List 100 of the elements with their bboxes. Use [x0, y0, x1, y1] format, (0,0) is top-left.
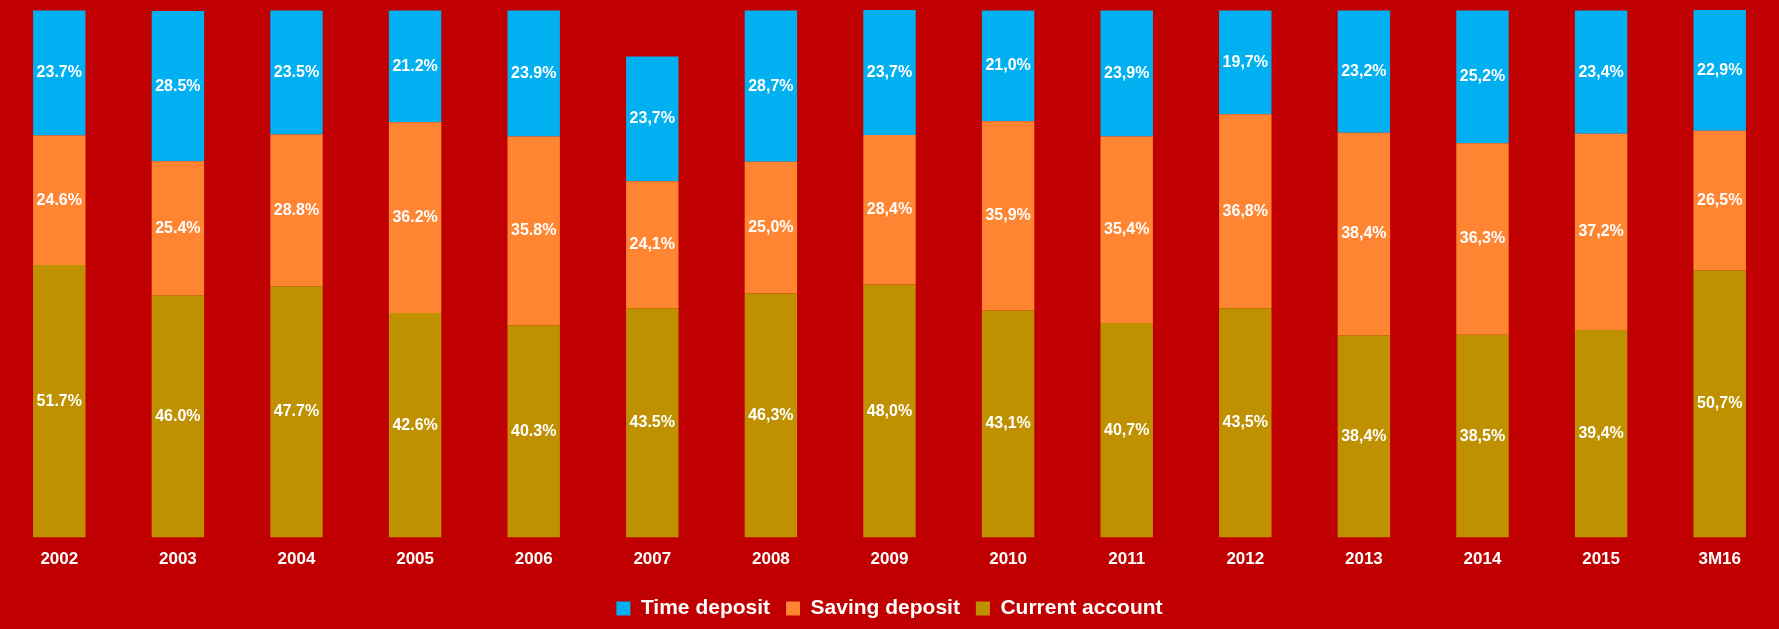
bar [626, 308, 679, 538]
data-label: 46,3% [748, 405, 794, 423]
data-label: 23,7% [866, 62, 913, 80]
x-tick-label: 2004 [277, 549, 316, 569]
data-label: 46.0% [155, 406, 201, 424]
data-label: 24,1% [629, 235, 675, 253]
bar [507, 325, 560, 538]
data-label: 28,4% [866, 200, 913, 218]
bar [388, 10, 442, 123]
bar [1456, 10, 1509, 144]
data-label: 43,5% [1222, 413, 1268, 431]
bar [1693, 10, 1746, 131]
data-label: 42.6% [392, 415, 438, 433]
data-label: 51.7% [36, 391, 82, 409]
data-label: 25,2% [1459, 67, 1506, 85]
data-label: 25.4% [155, 218, 201, 236]
legend-label: Time deposit [640, 595, 771, 619]
bar [981, 310, 1035, 538]
data-label: 24.6% [36, 190, 82, 208]
data-label: 40.3% [511, 421, 557, 439]
x-tick-label: 2014 [1463, 549, 1502, 569]
legend-label: Current account [1000, 595, 1163, 619]
bar [388, 313, 442, 538]
bar [270, 286, 323, 538]
data-label: 40,7% [1104, 420, 1150, 438]
x-tick-label: 2007 [633, 549, 672, 569]
bar [1574, 10, 1628, 134]
data-label: 23.9% [511, 63, 557, 81]
data-label: 38,4% [1341, 426, 1387, 444]
x-tick-label: 2002 [40, 549, 79, 569]
bar [507, 10, 560, 137]
data-label: 35,9% [985, 206, 1031, 224]
data-label: 36.2% [392, 208, 438, 226]
x-tick-label: 2009 [870, 549, 909, 569]
data-label: 25,0% [748, 218, 794, 236]
bar [1337, 132, 1391, 336]
data-label: 21,0% [985, 56, 1031, 74]
bar [1456, 143, 1509, 335]
bar [626, 56, 679, 182]
data-label: 36,8% [1222, 201, 1268, 219]
x-tick-label: 2003 [158, 549, 197, 569]
data-label: 48,0% [866, 401, 913, 419]
x-tick-label: 2005 [396, 549, 435, 569]
bar [1574, 133, 1628, 330]
data-label: 28.8% [273, 200, 320, 218]
data-label: 23,7% [629, 109, 675, 127]
x-tick-label: 2006 [514, 549, 553, 569]
bar [1456, 334, 1509, 538]
bar [626, 181, 679, 309]
legend-label: Saving deposit [810, 595, 960, 619]
bar [863, 134, 916, 285]
data-label: 26,5% [1697, 190, 1743, 208]
data-label: 28,7% [748, 76, 794, 94]
x-tick-label: 2012 [1226, 549, 1265, 569]
bar [1219, 10, 1272, 115]
bar [1100, 136, 1153, 324]
data-label: 23,9% [1104, 63, 1150, 81]
bar [1219, 308, 1272, 538]
bar [151, 295, 205, 538]
bar [1100, 323, 1153, 538]
data-label: 38,4% [1341, 224, 1387, 242]
data-label: 23,4% [1578, 62, 1624, 80]
data-label: 23.5% [273, 62, 320, 80]
bar [1100, 10, 1153, 137]
data-label: 38,5% [1459, 426, 1506, 444]
bar [33, 265, 86, 538]
data-label: 35.8% [511, 221, 557, 239]
data-label: 47.7% [273, 402, 320, 420]
data-label: 22,9% [1697, 60, 1743, 78]
x-tick-label: 2011 [1108, 549, 1146, 569]
bar [744, 293, 798, 538]
x-tick-label: 2015 [1582, 549, 1621, 569]
x-tick-label: 2013 [1344, 549, 1383, 569]
bar [863, 10, 916, 135]
data-label: 43,1% [985, 414, 1031, 432]
data-label: 37,2% [1578, 222, 1624, 240]
bar [388, 122, 442, 314]
x-tick-label: 2008 [751, 549, 790, 569]
x-tick-label: 3M16 [1698, 549, 1741, 569]
bar [1219, 114, 1272, 309]
data-label: 23.7% [36, 63, 82, 81]
bar [1337, 335, 1391, 538]
bar [507, 136, 560, 326]
bar [1337, 10, 1391, 133]
x-tick-label: 2010 [989, 549, 1028, 569]
bar [863, 284, 916, 538]
data-label: 28.5% [155, 76, 201, 94]
bar [744, 161, 798, 294]
data-label: 21.2% [392, 56, 438, 74]
data-label: 19,7% [1222, 52, 1268, 70]
bar [270, 10, 323, 135]
bar [1693, 270, 1746, 538]
data-label: 50,7% [1697, 394, 1743, 412]
bar [981, 121, 1035, 311]
data-label: 35,4% [1104, 220, 1150, 238]
data-label: 43.5% [629, 413, 675, 431]
bar [151, 161, 205, 296]
bar [151, 11, 205, 162]
data-label: 39,4% [1578, 424, 1624, 442]
bar [270, 134, 323, 287]
